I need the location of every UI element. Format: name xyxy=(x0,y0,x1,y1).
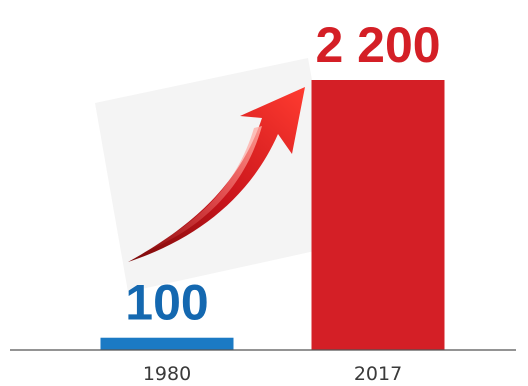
x-tick-labels-group: 1980 2017 xyxy=(143,363,402,385)
value-label-2017: 2 200 xyxy=(315,17,440,73)
bar-1980 xyxy=(100,337,234,350)
x-tick-label-1980: 1980 xyxy=(143,363,191,385)
value-labels-group: 100 2 200 xyxy=(125,17,440,331)
bar-2017 xyxy=(311,80,445,350)
rising-arrow-icon xyxy=(95,58,342,292)
bars-group xyxy=(100,80,445,350)
value-label-1980: 100 xyxy=(125,275,208,331)
x-tick-label-2017: 2017 xyxy=(354,363,402,385)
